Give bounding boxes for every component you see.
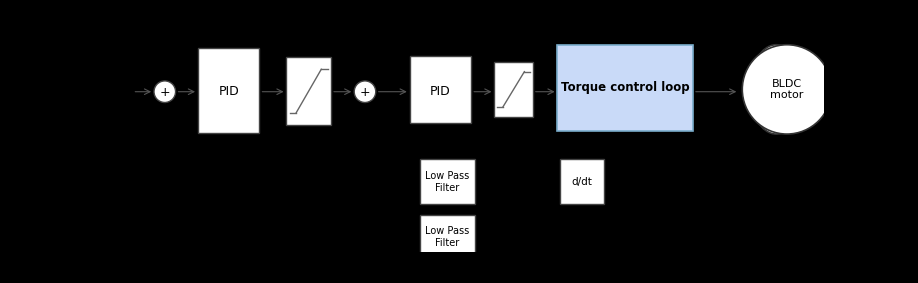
Text: Torque control loop: Torque control loop xyxy=(561,81,689,94)
Bar xyxy=(495,62,532,117)
Text: Low Pass
Filter: Low Pass Filter xyxy=(425,226,469,248)
Bar xyxy=(420,159,476,204)
Text: BLDC
motor: BLDC motor xyxy=(770,79,803,100)
Bar xyxy=(198,48,260,132)
Ellipse shape xyxy=(749,45,803,134)
Text: d/dt: d/dt xyxy=(572,177,592,187)
Circle shape xyxy=(154,81,175,102)
Bar xyxy=(560,159,604,204)
Bar xyxy=(557,45,693,131)
Bar xyxy=(409,55,471,123)
Bar xyxy=(286,57,331,125)
Text: +: + xyxy=(360,86,370,99)
Text: Low Pass
Filter: Low Pass Filter xyxy=(425,171,469,193)
Bar xyxy=(420,215,476,260)
Text: +: + xyxy=(160,86,170,99)
Circle shape xyxy=(354,81,375,102)
Circle shape xyxy=(743,45,832,134)
Text: PID: PID xyxy=(430,85,451,98)
Text: PID: PID xyxy=(218,85,239,98)
